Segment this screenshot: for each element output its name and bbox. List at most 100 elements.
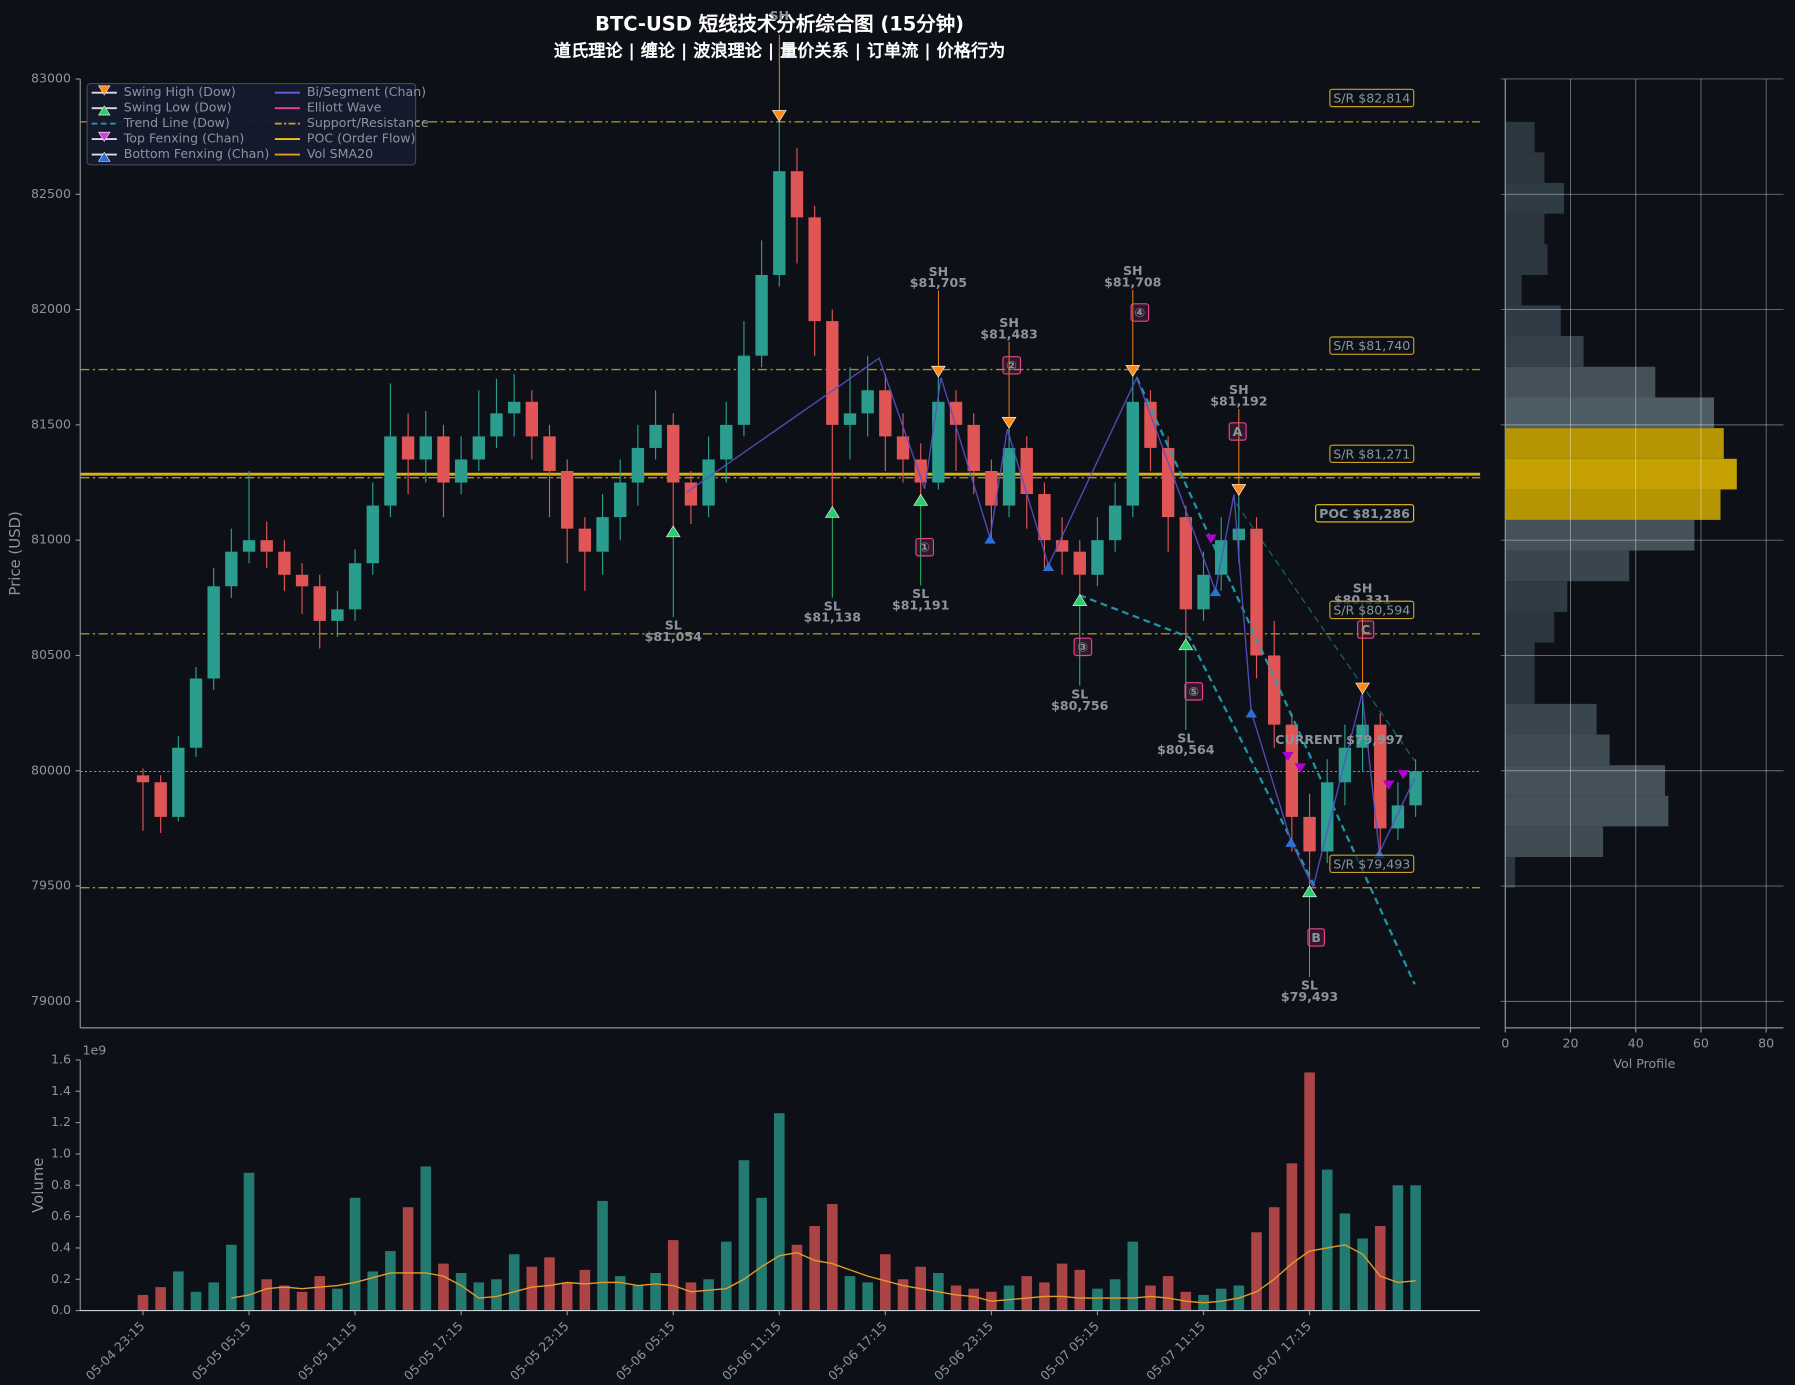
- y-tick-label: 1.2: [51, 1114, 71, 1129]
- candle-body: [808, 217, 821, 322]
- volume-bar: [455, 1272, 467, 1311]
- volume-bar: [1268, 1207, 1280, 1311]
- volume-bar: [1374, 1225, 1386, 1311]
- profile-bar: [1505, 857, 1516, 888]
- volume-bar: [880, 1254, 891, 1311]
- y-axis-label: Volume: [29, 1158, 47, 1213]
- x-tick-label: 80: [1758, 1035, 1774, 1050]
- swing-high-marker: [1001, 417, 1017, 429]
- candle-body: [879, 390, 892, 437]
- y-tick-label: 0.8: [51, 1177, 71, 1192]
- candle-body: [1002, 447, 1016, 506]
- volume-bar: [296, 1291, 308, 1311]
- swing-low-tag: SL: [1177, 731, 1194, 746]
- poc-label: POC $81,286: [1319, 506, 1410, 521]
- profile-bar: [1505, 458, 1737, 490]
- profile-bar: [1505, 703, 1597, 735]
- x-tick-label: 40: [1628, 1035, 1644, 1050]
- candle-body: [348, 563, 362, 610]
- y-axis-label: Price (USD): [6, 511, 24, 595]
- swing-low-label: $80,756: [1051, 698, 1109, 713]
- profile-bar: [1505, 550, 1630, 582]
- legend-label: Elliott Wave: [307, 100, 382, 115]
- profile-bar: [1505, 673, 1535, 704]
- candle-body: [366, 505, 379, 564]
- swing-high-tag: SH: [1229, 382, 1249, 397]
- volume-bar: [650, 1272, 661, 1311]
- candle-body: [1108, 505, 1122, 541]
- legend-label: Trend Line (Dow): [123, 115, 230, 130]
- volume-bar: [1092, 1288, 1103, 1311]
- poc-label-box: [1315, 504, 1415, 523]
- candle-body: [1126, 401, 1139, 506]
- profile-bar: [1505, 121, 1535, 153]
- volume-bar: [1392, 1185, 1404, 1311]
- bottom-fenxing: [1245, 708, 1257, 718]
- profile-bar: [1505, 274, 1522, 306]
- volume-bar: [508, 1254, 520, 1311]
- sr-label-box: [1329, 88, 1415, 108]
- y-tick-label: 79000: [31, 993, 71, 1008]
- volume-bar: [279, 1285, 290, 1311]
- candle-body: [525, 401, 539, 437]
- candle-body: [419, 436, 432, 460]
- candle-body: [1055, 540, 1069, 552]
- volume-bar: [332, 1288, 343, 1311]
- volume-bar: [1410, 1185, 1421, 1311]
- volume-bar: [173, 1271, 184, 1311]
- volume-bar: [1127, 1241, 1139, 1311]
- volume-bar: [897, 1279, 909, 1311]
- y-tick-label: 83000: [31, 70, 71, 85]
- volume-bar: [809, 1225, 820, 1311]
- volume-bar: [703, 1279, 714, 1311]
- volume-bar: [597, 1200, 608, 1311]
- volume-bar: [261, 1279, 273, 1311]
- profile-bar: [1505, 366, 1656, 398]
- swing-high-tag: SH: [769, 8, 789, 23]
- volume-bar: [614, 1276, 626, 1311]
- volume-bar: [473, 1282, 485, 1311]
- volume-bar: [544, 1257, 555, 1311]
- sma-line: [231, 1244, 1416, 1304]
- volume-bar: [667, 1240, 679, 1311]
- sr-label: S/R $80,594: [1333, 602, 1410, 617]
- volume-bar: [950, 1285, 962, 1311]
- volume-bar: [526, 1266, 538, 1311]
- elliott-label: A: [1233, 424, 1243, 439]
- volume-bar: [685, 1282, 697, 1311]
- legend-marker: [98, 105, 111, 116]
- candle-body: [543, 436, 556, 471]
- elliott-label: C: [1361, 622, 1370, 637]
- elliott-label-box: [1130, 303, 1150, 322]
- candle-body: [561, 470, 574, 529]
- y-tick-label: 79500: [31, 878, 71, 893]
- candle-body: [1091, 540, 1104, 575]
- trend-line: [1078, 593, 1318, 890]
- candle-body: [1250, 528, 1263, 656]
- swing-low-label: $80,564: [1157, 742, 1215, 757]
- elliott-label-box: [1073, 637, 1093, 657]
- profile-bar: [1505, 734, 1610, 766]
- swing-low-label: $79,493: [1281, 989, 1338, 1004]
- swing-low-tag: SL: [1301, 978, 1318, 993]
- volume-bar: [1162, 1276, 1174, 1311]
- candle-body: [843, 413, 857, 425]
- candle-body: [154, 782, 167, 817]
- candle-body: [454, 459, 468, 483]
- swing-high-label: $81,705: [910, 275, 967, 290]
- candle-body: [932, 401, 945, 483]
- swing-low-tag: SL: [665, 618, 682, 633]
- top-fenxing: [1397, 770, 1409, 780]
- candle-body: [1268, 655, 1281, 725]
- legend-box: [86, 82, 417, 166]
- swing-high-label: $81,192: [1210, 394, 1267, 409]
- candle-body: [225, 551, 238, 587]
- candle-body: [1232, 528, 1246, 541]
- candle-body: [472, 436, 485, 460]
- y-tick-label: 80000: [31, 762, 71, 777]
- y-tick-label: 0.2: [51, 1271, 71, 1286]
- y-tick-label: 0.0: [51, 1302, 71, 1317]
- legend-label: Bottom Fenxing (Chan): [124, 146, 270, 161]
- candle-body: [295, 574, 309, 587]
- profile-bar: [1505, 428, 1724, 459]
